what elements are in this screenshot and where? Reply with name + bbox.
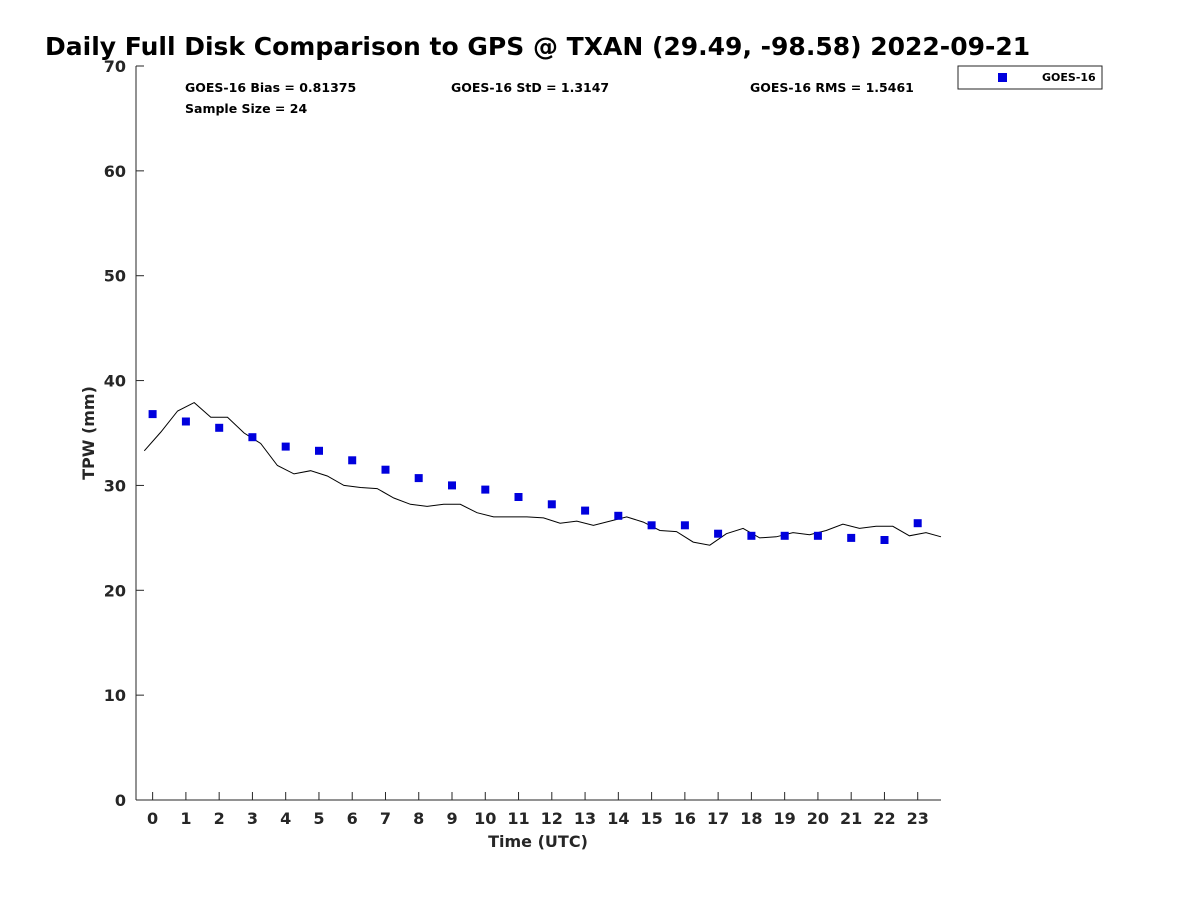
- rms-stat: GOES-16 RMS = 1.5461: [750, 80, 914, 95]
- legend-box: [957, 65, 1103, 90]
- goes16-point: [281, 442, 290, 451]
- plot-axes: [135, 66, 941, 801]
- gps-line-series: [143, 402, 942, 546]
- x-tick-label: 13: [574, 809, 596, 828]
- goes16-point: [181, 417, 190, 426]
- goes16-point: [614, 511, 623, 520]
- goes16-point: [581, 506, 590, 515]
- y-axis: 0 10 20 30 40 50 60 70: [104, 57, 144, 810]
- x-tick-label: 8: [413, 809, 424, 828]
- y-tick-label: 30: [104, 476, 126, 495]
- x-tick-label: 7: [380, 809, 391, 828]
- x-tick-label: 3: [247, 809, 258, 828]
- goes16-point: [714, 529, 723, 538]
- goes16-point: [780, 531, 789, 540]
- goes16-point: [847, 533, 856, 542]
- y-tick-label: 40: [104, 372, 126, 391]
- series-layer: [143, 402, 942, 546]
- y-axis-label: TPW (mm): [79, 386, 98, 480]
- x-tick-label: 18: [740, 809, 762, 828]
- legend-marker-goes16: [998, 73, 1007, 82]
- goes16-point: [514, 493, 523, 501]
- bias-stat: GOES-16 Bias = 0.81375: [185, 80, 356, 95]
- y-tick-label: 60: [104, 162, 126, 181]
- goes16-point: [315, 446, 323, 455]
- x-tick-label: 6: [347, 809, 358, 828]
- goes16-point: [813, 531, 822, 540]
- x-tick-label: 2: [214, 809, 225, 828]
- x-tick-label: 11: [507, 809, 529, 828]
- goes16-point: [448, 481, 456, 490]
- y-tick-label: 20: [104, 581, 126, 600]
- x-tick-label: 22: [873, 809, 895, 828]
- x-tick-label: 19: [774, 809, 796, 828]
- x-tick-label: 4: [280, 809, 291, 828]
- x-tick-label: 15: [640, 809, 662, 828]
- sample-size-stat: Sample Size = 24: [185, 101, 307, 116]
- goes16-point: [747, 531, 756, 540]
- x-tick-label: 1: [180, 809, 191, 828]
- x-tick-label: 10: [474, 809, 496, 828]
- legend-label-goes16: GOES-16: [1042, 71, 1096, 84]
- x-tick-label: 0: [147, 809, 158, 828]
- x-tick-label: 20: [807, 809, 829, 828]
- x-tick-label: 23: [907, 809, 929, 828]
- x-tick-label: 17: [707, 809, 729, 828]
- goes16-point: [647, 521, 656, 530]
- x-tick-label: 14: [607, 809, 629, 828]
- x-tick-label: 12: [541, 809, 563, 828]
- goes16-point: [248, 433, 257, 442]
- goes16-point: [381, 465, 390, 474]
- goes16-point: [148, 410, 157, 419]
- goes16-point: [880, 536, 889, 544]
- x-tick-label: 16: [674, 809, 696, 828]
- y-tick-label: 50: [104, 267, 126, 286]
- goes16-point: [215, 423, 224, 432]
- goes16-point: [348, 456, 357, 465]
- std-stat: GOES-16 StD = 1.3147: [451, 80, 609, 95]
- chart-title: Daily Full Disk Comparison to GPS @ TXAN…: [45, 32, 1030, 61]
- y-tick-label: 10: [104, 686, 126, 705]
- x-tick-label: 21: [840, 809, 862, 828]
- x-axis-label: Time (UTC): [488, 832, 588, 851]
- x-tick-label: 5: [313, 809, 324, 828]
- x-axis: 0 1 2 3 4 5 6 7 8 9 10 11 12 13 14 15 16 17 18 19 20 21 22 23: [147, 792, 929, 828]
- goes16-point: [547, 500, 556, 509]
- goes16-point: [481, 485, 490, 494]
- legend: GOES-16: [957, 65, 1103, 90]
- goes16-point: [913, 519, 922, 528]
- y-tick-label: 0: [115, 791, 126, 810]
- y-tick-label: 70: [104, 57, 126, 76]
- x-tick-label: 9: [446, 809, 457, 828]
- goes16-point: [680, 521, 689, 530]
- goes16-point: [414, 474, 423, 483]
